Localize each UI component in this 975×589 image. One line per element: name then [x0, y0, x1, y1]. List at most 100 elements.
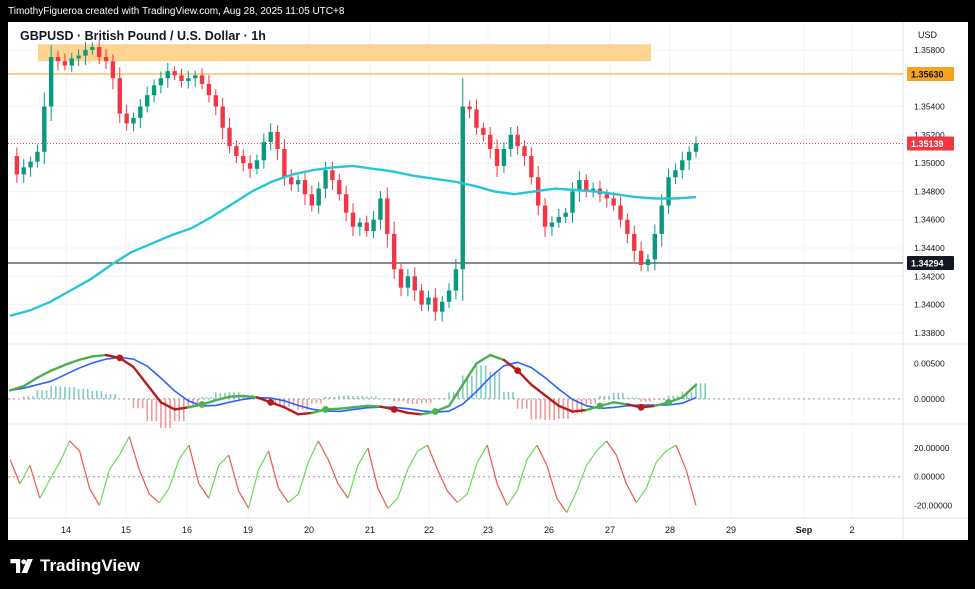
osc-segment-52 [516, 459, 528, 492]
macd-bar-16 [82, 388, 84, 399]
macd-bar-56 [265, 398, 267, 400]
macd-bar-145 [672, 395, 674, 399]
macd-segment-33 [447, 383, 464, 408]
candle-body-39 [275, 131, 280, 149]
macd-bar-97 [452, 392, 455, 399]
candle-body-92 [638, 250, 644, 265]
candle-body-25 [179, 75, 184, 82]
macd-bar-69 [324, 396, 327, 399]
candle-body-29 [206, 83, 212, 96]
tradingview-logo-icon [10, 559, 33, 573]
macd-bar-87 [407, 398, 409, 404]
candle-body-72 [501, 148, 507, 166]
candle-body-76 [529, 156, 534, 178]
price-badge-support [907, 256, 954, 271]
candle-body-15 [110, 61, 116, 79]
osc-segment-41 [407, 450, 419, 470]
osc-segment-9 [89, 487, 100, 506]
candle-body-32 [227, 127, 232, 147]
price-tick-label-2: 1.35200 [914, 130, 945, 140]
candle-body-54 [378, 198, 383, 220]
macd-bar-70 [329, 396, 331, 399]
macd-bar-11 [59, 386, 62, 399]
macd-bar-73 [343, 395, 345, 399]
macd-bar-68 [320, 398, 322, 404]
candle-body-8 [62, 61, 68, 66]
macd-cross-dot-28 [390, 406, 398, 413]
macd-bar-134 [622, 392, 624, 399]
time-tick-label-6: 22 [424, 525, 434, 535]
osc-segment-24 [238, 490, 250, 509]
time-axis-ticks: 14 15 16 19 20 21 22 23 26 27 28 29 Sep 2 [61, 525, 855, 535]
candle-body-24 [172, 71, 177, 76]
macd-bar-98 [457, 392, 459, 399]
candle-body-71 [494, 148, 500, 166]
candle-body-73 [508, 134, 513, 149]
macd-bar-102 [475, 365, 478, 399]
macd-cross-dot-19 [267, 398, 275, 406]
candle-body-36 [254, 160, 260, 169]
resistance-zone[interactable] [38, 44, 651, 62]
macd-bar-67 [315, 398, 318, 404]
macd-tick-label-0: 0.00500 [914, 359, 945, 369]
osc-segment-6 [59, 440, 71, 463]
tradingview-logo[interactable]: TradingView [10, 556, 140, 576]
macd-bar-10 [54, 386, 57, 399]
macd-segment-6 [77, 355, 94, 362]
osc-segment-47 [466, 462, 478, 495]
macd-bar-41 [196, 398, 199, 407]
oscillator-line [9, 436, 697, 513]
candle-body-52 [364, 222, 369, 232]
macd-bar-143 [663, 398, 665, 400]
macd-bar-62 [292, 398, 295, 407]
macd-bar-71 [333, 396, 336, 399]
macd-bar-3 [22, 396, 25, 399]
time-tick-label-10: 28 [665, 525, 675, 535]
macd-cross-dot-14 [198, 401, 206, 408]
candle-body-74 [515, 134, 520, 147]
macd-bar-19 [96, 390, 98, 399]
time-tick-label-7: 23 [483, 525, 493, 535]
price-axis-panel [903, 22, 968, 540]
macd-bar-108 [503, 391, 505, 399]
osc-segment-49 [486, 445, 498, 485]
candle-body-95 [659, 205, 664, 234]
macd-bar-31 [150, 398, 153, 422]
candle-body-58 [405, 276, 411, 288]
osc-segment-16 [158, 487, 170, 503]
candle-body-53 [371, 219, 376, 232]
candle-body-68 [474, 109, 479, 128]
macd-bar-42 [201, 397, 203, 399]
macd-bar-117 [544, 398, 546, 420]
candle-body-14 [103, 56, 109, 62]
candle-body-30 [213, 95, 218, 107]
macd-bar-79 [370, 396, 373, 399]
candle-body-57 [398, 269, 404, 288]
osc-segment-62 [615, 455, 627, 485]
macd-segment-30 [406, 411, 423, 416]
macd-bar-45 [215, 392, 217, 399]
macd-bar-146 [676, 395, 679, 399]
candle-body-35 [247, 163, 253, 169]
macd-bar-88 [411, 398, 414, 404]
macd-signal-line [9, 356, 697, 413]
macd-bar-46 [219, 392, 222, 399]
macd-bar-28 [137, 398, 139, 409]
candle-body-90 [625, 219, 630, 234]
price-axis-ticks: 1.35800 1.35400 1.35200 1.35000 1.34800 1.346… [914, 45, 945, 338]
candle-body-91 [632, 233, 637, 251]
macd-bar-76 [356, 396, 359, 399]
price-tick-label-9: 1.33800 [914, 328, 945, 338]
macd-bar-92 [429, 398, 432, 404]
time-tick-label-13: 2 [849, 525, 854, 535]
moving-average-line [9, 164, 697, 318]
macd-bar-60 [283, 398, 286, 407]
price-badge-label-resistance: 1.35630 [911, 69, 944, 79]
osc-segment-15 [148, 493, 160, 503]
macd-segment-1 [8, 384, 25, 392]
price-tick-label-0: 1.35800 [914, 45, 945, 55]
macd-bar-39 [187, 398, 190, 407]
candle-body-19 [138, 106, 143, 118]
candle-body-27 [193, 75, 198, 79]
